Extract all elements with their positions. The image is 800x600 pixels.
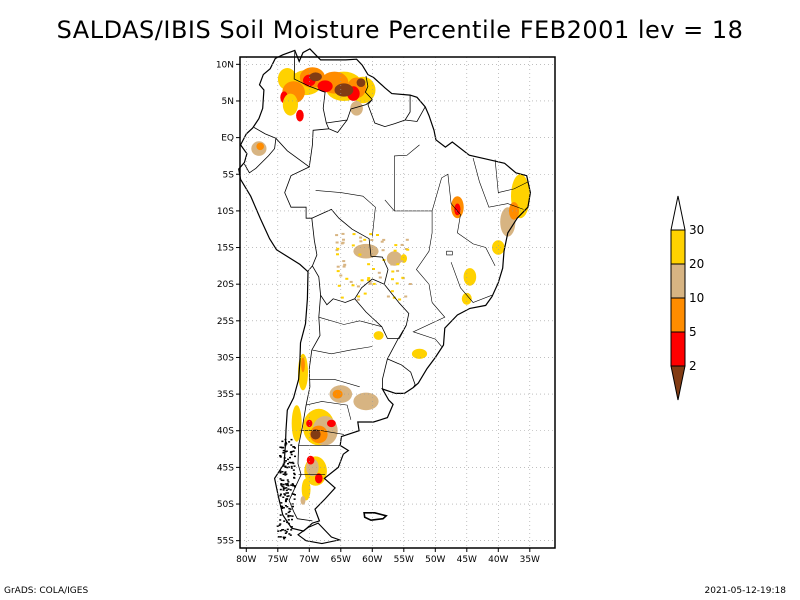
percentile-patch [353, 392, 379, 411]
country-borders [244, 50, 529, 522]
percentile-patch [282, 93, 298, 116]
lat-tick-label: 40S [217, 427, 234, 437]
percentile-patch [306, 455, 315, 465]
percentile-patch [373, 331, 384, 340]
footer-timestamp: 2021-05-12-19:18 [704, 586, 787, 596]
lat-tick-label: 10S [217, 207, 234, 217]
longitude-labels: 80W 75W 70W 65W 60W 55W 50W 45W 40W 35W [236, 548, 540, 565]
lon-tick-label: 80W [236, 555, 256, 565]
percentile-patch [356, 78, 366, 87]
percentile-patch [386, 251, 402, 266]
percentile-patch [334, 83, 354, 97]
lat-tick-label: 55S [217, 537, 234, 547]
legend-swatch [670, 229, 686, 265]
lon-tick-label: 45W [457, 555, 477, 565]
percentile-patch [332, 389, 343, 399]
percentile-patch [301, 357, 305, 373]
percentile-patch [463, 268, 477, 286]
legend-level-label: 10 [689, 291, 704, 305]
percentile-patch [291, 405, 302, 442]
legend-swatch [670, 195, 686, 231]
percentile-patch [327, 419, 336, 428]
legend-level-label: 20 [689, 257, 704, 271]
footer-credit: GrADS: COLA/IGES [4, 586, 89, 596]
lat-tick-label: EQ [221, 134, 234, 144]
percentile-patch [492, 240, 505, 255]
percentile-patch [301, 478, 311, 501]
lon-tick-label: 60W [362, 555, 382, 565]
lon-tick-label: 65W [331, 555, 351, 565]
percentile-patch [310, 429, 321, 440]
legend-swatch [670, 263, 686, 299]
lat-tick-label: 45S [217, 463, 234, 473]
legend-level-label: 2 [689, 359, 697, 373]
percentile-patch [461, 292, 472, 305]
percentile-patch [350, 101, 363, 116]
color-legend: 30 20 10 5 2 [670, 195, 704, 401]
lon-tick-label: 75W [268, 555, 288, 565]
percentile-patch [315, 473, 323, 484]
legend-swatch [670, 365, 686, 401]
lon-tick-label: 55W [394, 555, 414, 565]
lat-tick-label: 20S [217, 280, 234, 290]
lat-tick-label: 50S [217, 500, 234, 510]
lon-tick-label: 35W [520, 555, 540, 565]
lat-tick-label: 35S [217, 390, 234, 400]
latitude-labels: 10N 5N EQ 5S 10S 15S 20S 25S 30S 35S 40S 45S 50S 55S [216, 60, 240, 547]
percentile-shading [251, 67, 530, 505]
legend-swatch [670, 297, 686, 333]
lat-tick-label: 30S [217, 353, 234, 363]
lon-tick-label: 50W [425, 555, 445, 565]
lat-tick-label: 25S [217, 317, 234, 327]
percentile-patch [300, 496, 306, 505]
legend-level-label: 5 [689, 325, 697, 339]
lon-tick-label: 40W [488, 555, 508, 565]
percentile-patch [256, 142, 265, 151]
percentile-patch [317, 80, 333, 93]
legend-level-label: 30 [689, 223, 704, 237]
legend-swatch [670, 331, 686, 367]
coastline [238, 48, 532, 545]
lat-tick-label: 10N [216, 60, 234, 70]
percentile-patch [306, 419, 313, 428]
percentile-patch [309, 72, 322, 82]
lat-tick-label: 5N [222, 97, 234, 107]
map-frame [239, 56, 556, 549]
lat-tick-label: 5S [223, 170, 235, 180]
lon-tick-label: 70W [299, 555, 319, 565]
percentile-patch [298, 353, 308, 391]
grid-lines [240, 57, 555, 548]
map-title: SALDAS/IBIS Soil Moisture Percentile FEB… [56, 16, 744, 44]
lat-tick-label: 15S [217, 244, 234, 254]
percentile-patch [411, 348, 428, 359]
percentile-patch [296, 109, 304, 122]
